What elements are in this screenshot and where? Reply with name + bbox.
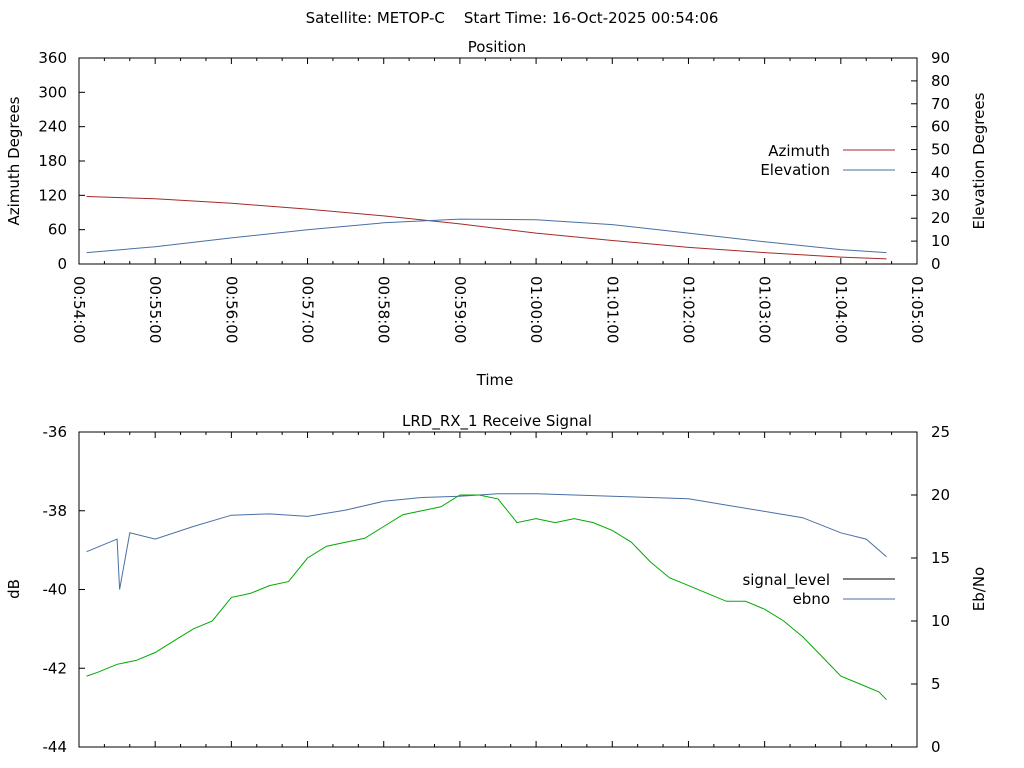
x-tick-label: 00:56:00 [222,276,240,343]
series-line-Elevation [86,218,887,254]
x-tick-label: 01:02:00 [679,276,697,343]
x-tick-label: 00:54:00 [70,276,88,343]
x-tick-label: 00:59:00 [451,276,469,343]
x-tick-label: 00:58:00 [375,276,393,343]
y2-tick-label: 0 [931,255,941,273]
x-tick-label: 01:04:00 [832,276,850,343]
x-tick-label: 00:57:00 [299,276,317,343]
y-tick-label: 180 [38,152,67,170]
y-tick-label: -40 [43,581,68,599]
y2-tick-label: 70 [931,95,950,113]
series-line-ebno [86,493,887,590]
y2-tick-label: 15 [931,549,950,567]
position-x-axis-label: Time [476,371,514,389]
y-tick-label: -36 [43,423,68,441]
y-tick-label: 60 [48,221,67,239]
x-tick-label: 01:00:00 [527,276,545,343]
legend-azimuth-label: Azimuth [768,142,830,160]
position-chart: Position 00:54:00 00:55:00 00:56:00 00:57:0… [5,38,988,389]
y2-tick-label: 5 [931,675,941,693]
signal-y-axis-label: dB [5,579,23,599]
y2-tick-label: 60 [931,118,950,136]
y-tick-label: -42 [43,659,68,677]
signal-chart-title: LRD_RX_1 Receive Signal [402,412,592,431]
y2-tick-label: 50 [931,141,950,159]
position-series [86,196,887,260]
legend-signal-level-label: signal_level [742,571,830,590]
y-tick-label: -44 [43,738,68,756]
y2-tick-label: 80 [931,72,950,90]
y2-tick-label: 20 [931,209,950,227]
signal-y-ticks: -44 -42 -40 -38 -36 [43,423,85,756]
y-tick-label: 300 [38,83,67,101]
signal-y2-axis-label: Eb/No [970,567,988,611]
signal-series [86,493,887,701]
y2-tick-label: 25 [931,423,950,441]
y2-tick-label: 40 [931,163,950,181]
position-y-ticks: 0 60 120 180 240 300 360 [38,49,85,273]
y-tick-label: -38 [43,502,68,520]
x-tick-label: 01:03:00 [756,276,774,343]
y-tick-label: 120 [38,186,67,204]
signal-y2-ticks: 0 5 10 15 20 25 [911,423,950,756]
signal-chart: LRD_RX_1 Receive Signal -44-42-40-38-36 … [5,412,988,756]
page-header: Satellite: METOP-C Start Time: 16-Oct-20… [306,9,719,27]
y-tick-label: 0 [57,255,67,273]
y2-tick-label: 10 [931,232,950,250]
series-line-series-2 [86,494,887,701]
position-x-ticks: 00:54:00 00:55:00 00:56:00 00:57:00 00:58:00… [70,58,926,343]
x-tick-label: 00:55:00 [146,276,164,343]
position-y2-axis-label: Elevation Degrees [970,92,988,229]
y2-tick-label: 20 [931,486,950,504]
legend-ebno-label: ebno [793,590,830,608]
y-tick-label: 360 [38,49,67,67]
x-tick-label: 01:05:00 [908,276,926,343]
y-tick-label: 240 [38,118,67,136]
y2-tick-label: 30 [931,186,950,204]
signal-x-ticks [78,432,918,747]
position-legend: Azimuth Elevation [760,142,895,179]
signal-legend: signal_level ebno [742,571,895,608]
position-chart-title: Position [468,38,526,56]
legend-elevation-label: Elevation [760,161,830,179]
y2-tick-label: 90 [931,49,950,67]
series-line-Azimuth [86,196,887,260]
y2-tick-label: 10 [931,612,950,630]
y2-tick-label: 0 [931,738,941,756]
position-y2-ticks: 0 10 20 30 40 50 60 70 80 90 [911,49,950,273]
x-tick-label: 01:01:00 [603,276,621,343]
position-y-axis-label: Azimuth Degrees [5,96,23,225]
